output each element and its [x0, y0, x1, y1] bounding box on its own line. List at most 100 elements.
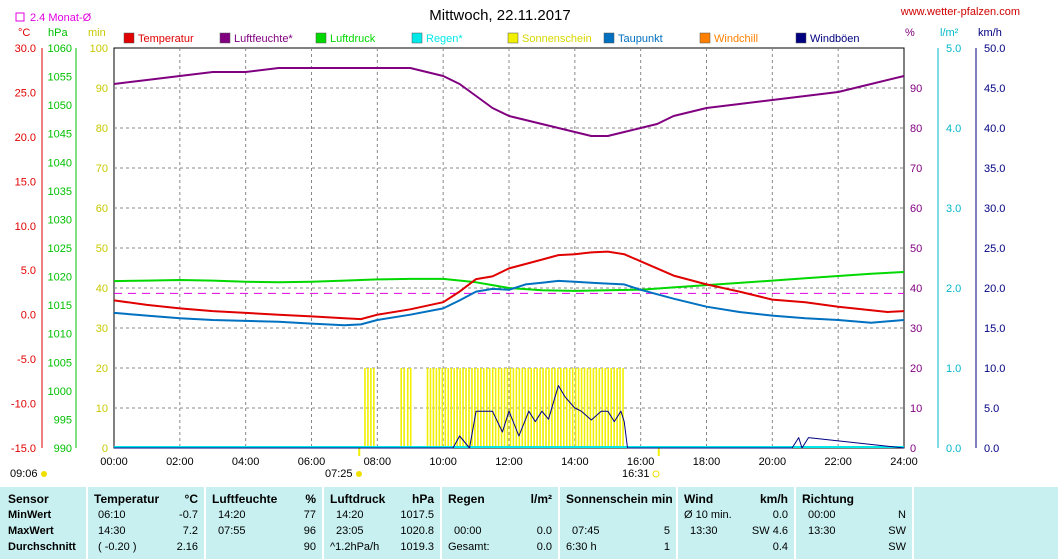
sunshine-bar [568, 368, 571, 448]
sunshine-bar [506, 368, 509, 448]
temp-tick-label: 5.0 [21, 265, 36, 277]
sun-total-label: 6:30 h [566, 541, 597, 553]
sunshine-bar [577, 368, 580, 448]
sunset-time: 16:31 [622, 468, 650, 480]
wind-max-value: SW 4.6 [751, 525, 788, 537]
legend-swatch [795, 32, 807, 44]
percent-tick-label: 50 [910, 243, 922, 255]
percent-tick-label: 90 [910, 83, 922, 95]
percent-tick-label: 70 [910, 163, 922, 175]
temp-tick-label: 30.0 [15, 43, 36, 55]
legend-label: Sonnenschein [522, 33, 592, 45]
sunshine-bar [485, 368, 488, 448]
col-luftfeuchte-unit: % [305, 492, 316, 506]
unit-temp: °C [18, 27, 30, 39]
time-tick-label: 18:00 [693, 456, 721, 468]
sunshine-bar [560, 368, 562, 448]
rain-tick-label: 4.0 [946, 123, 961, 135]
sunshine-bar [583, 368, 586, 448]
rain-tick-label: 5.0 [946, 43, 961, 55]
series-line-luftdruck [113, 271, 905, 292]
min-tick-label: 40 [96, 283, 108, 295]
col-temperatur-unit: °C [184, 492, 198, 506]
time-tick-label: 08:00 [364, 456, 392, 468]
legend-label: Regen* [426, 33, 463, 45]
dir-min-value: N [898, 509, 906, 521]
sunrise-tick [358, 448, 361, 456]
sunshine-bar [482, 368, 485, 448]
sunshine-bar [403, 368, 405, 448]
temp-max-value: 7.2 [182, 525, 198, 537]
col-luftfeuchte: Luftfeuchte % 14:20 77 07:55 96 90 [206, 487, 322, 559]
dir-max-time: 13:30 [808, 525, 836, 537]
sunset-tick [657, 448, 660, 456]
temp-avg-value: 2.16 [176, 541, 198, 553]
col-luftdruck-unit: hPa [411, 492, 434, 506]
pressure-tick-label: 1035 [48, 186, 72, 198]
min-tick-label: 90 [96, 83, 108, 95]
press-avg-value: 1019.3 [400, 541, 434, 553]
sunshine-bar [533, 368, 535, 448]
percent-tick-label: 80 [910, 123, 922, 135]
time-tick-label: 00:00 [100, 456, 128, 468]
temp-tick-label: 20.0 [15, 132, 36, 144]
temp-tick-label: 10.0 [15, 221, 36, 233]
temp-tick-label: 0.0 [21, 310, 36, 322]
monthly-avg-label: 2.4 Monat-Ø [30, 12, 92, 24]
sunrise-label: 09:06 [10, 468, 38, 480]
sun-max-time: 07:45 [572, 525, 600, 537]
time-tick-label: 14:00 [561, 456, 589, 468]
hum-max-time: 07:55 [218, 525, 246, 537]
legend-label: Taupunkt [618, 33, 663, 45]
percent-tick-label: 30 [910, 323, 922, 335]
col-sensor: Sensor MinWert MaxWert Durchschnitt [0, 487, 86, 559]
time-tick-label: 04:00 [232, 456, 260, 468]
sunshine-bar [468, 368, 470, 448]
wind-avg10-value: 0.0 [772, 509, 788, 521]
sunshine-bar [465, 368, 467, 448]
sunshine-bar [503, 368, 506, 448]
sunshine-bar [512, 368, 515, 448]
sunshine-bar [429, 368, 432, 448]
temp-tick-label: -10.0 [11, 399, 36, 411]
legend-label: Windchill [714, 33, 758, 45]
rain-tick-label: 3.0 [946, 203, 961, 215]
temp-max-time: 14:30 [98, 525, 126, 537]
min-tick-label: 100 [90, 43, 108, 55]
sunshine-bar [521, 368, 524, 448]
sunshine-bar [438, 368, 441, 448]
sunshine-bar [598, 368, 601, 448]
col-sensor-head: Sensor [8, 492, 49, 506]
sunshine-bar [554, 368, 556, 448]
sun-max-value: 5 [663, 525, 670, 537]
temp-min-time: 06:10 [98, 509, 126, 521]
min-tick-label: 30 [96, 323, 108, 335]
legend-label: Windböen [810, 33, 860, 45]
sunshine-bar [441, 368, 444, 448]
legend-swatch [603, 32, 615, 44]
sunshine-bar [557, 368, 559, 448]
sunshine-bar [474, 368, 476, 448]
sunshine-bar [471, 368, 473, 448]
sunshine-bar [580, 368, 583, 448]
temp-tick-label: -5.0 [17, 354, 36, 366]
sunshine-bar [527, 368, 530, 448]
legend-swatch [123, 32, 135, 44]
col-wind-unit: km/h [759, 492, 788, 506]
percent-tick-label: 20 [910, 363, 922, 375]
rain-max-value: 0.0 [536, 525, 552, 537]
sunshine-bar [462, 368, 464, 448]
series-lines [113, 67, 905, 449]
axes: 30.0 25.0 20.0 15.0 10.0 5.0 0.0 -5.0 -10.0 -15.0… [11, 43, 1006, 468]
series-line-temperatur [113, 250, 905, 321]
sunshine-bar [477, 368, 479, 448]
sunshine-bar [592, 368, 595, 448]
wind-tick-label: 0.0 [984, 443, 999, 455]
pressure-tick-label: 1060 [48, 43, 72, 55]
dir-min-time: 00:00 [808, 509, 836, 521]
wind-avg-value: 0.4 [772, 541, 788, 553]
hum-min-value: 77 [303, 509, 316, 521]
pressure-tick-label: 1000 [48, 386, 72, 398]
rain-total-value: 0.0 [536, 541, 552, 553]
col-sonne-head: Sonnenschein min [566, 492, 673, 506]
